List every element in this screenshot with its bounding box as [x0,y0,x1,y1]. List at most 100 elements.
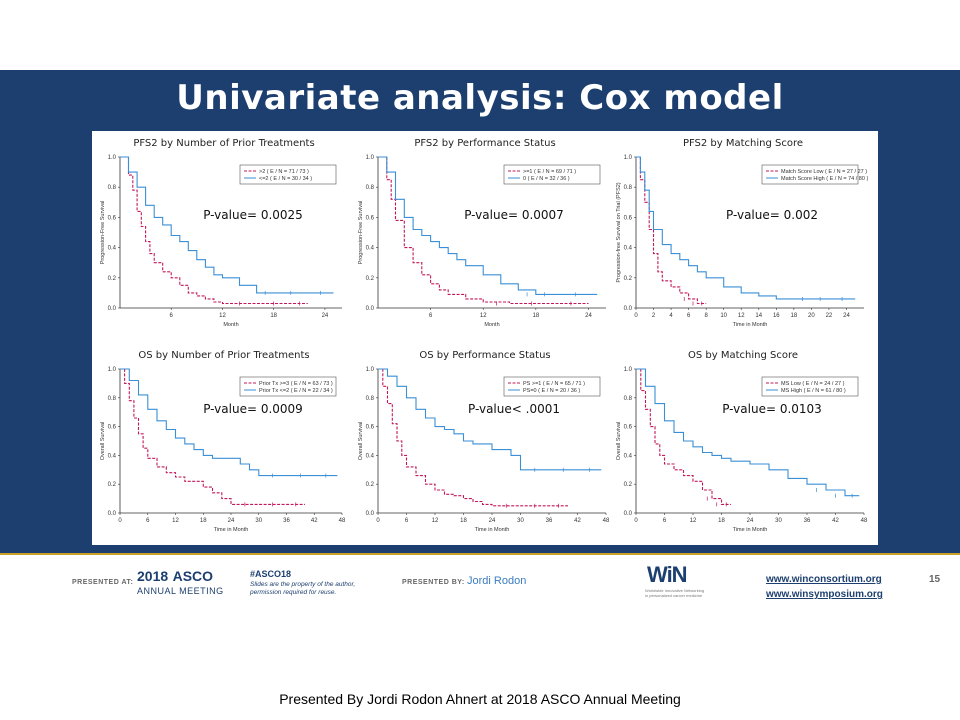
y-tick-label: 0.8 [366,185,375,191]
chart-pfs2-prior-treatments: PFS2 by Number of Prior Treatments 0.0 0.2… [98,133,350,338]
x-tick-label: 20 [808,313,815,319]
y-tick-label: 0.4 [366,246,375,252]
km-curve-dashed [378,368,568,507]
km-curve-dashed [636,156,707,305]
y-tick-label: 0.6 [366,425,375,431]
legend-entry: >=1 ( E / N = 69 / 71 ) [523,169,576,175]
asco-word: ASCO [172,568,214,584]
y-tick-label: 0.0 [366,511,375,517]
x-tick-label: 6 [170,313,174,319]
km-curve-solid [120,368,338,477]
x-tick-label: 12 [738,313,745,319]
y-tick-label: 0.2 [624,482,633,488]
win-tagline-line-2: in personalized cancer medicine [645,593,703,598]
x-tick-label: 12 [432,518,439,524]
legend-entry: Prior Tx >=3 ( E / N = 63 / 73 ) [259,381,333,387]
x-tick-label: 16 [773,313,780,319]
x-tick-label: 36 [546,518,553,524]
x-tick-label: 18 [460,518,467,524]
km-curve-solid [120,156,334,294]
x-tick-label: 18 [533,313,540,319]
x-tick-label: 42 [832,518,839,524]
x-tick-label: 0 [634,313,638,319]
chart-title: OS by Performance Status [419,350,550,361]
x-tick-label: 30 [775,518,782,524]
y-tick-label: 0.2 [366,276,375,282]
y-tick-label: 0.0 [108,306,117,312]
x-tick-label: 24 [322,313,329,319]
asco-logo: 2018 ASCO [137,568,213,586]
y-tick-label: 0.2 [624,276,633,282]
chart-os-prior-treatments: OS by Number of Prior Treatments 0.0 0.2 0.… [98,345,350,543]
legend-entry: MS High ( E / N = 61 / 80 ) [781,388,846,394]
winsymposium-link[interactable]: www.winsymposium.org [766,589,883,600]
win-tagline-line-1: Worldwide Innovative Networking [645,588,705,593]
chart-title: PFS2 by Number of Prior Treatments [133,138,314,149]
x-tick-label: 48 [339,518,346,524]
chart-panel: PFS2 by Number of Prior Treatments 0.0 0.2… [92,131,878,545]
x-tick-label: 10 [720,313,727,319]
x-tick-label: 4 [669,313,673,319]
x-tick-label: 18 [791,313,798,319]
legend-entry: PS=0 ( E / N = 20 / 36 ) [523,388,580,394]
presented-by-label: PRESENTED BY: [402,579,465,586]
asco-year: 2018 [137,568,169,584]
win-tagline: Worldwide Innovative Networking in perso… [645,588,704,598]
y-tick-label: 0.8 [108,396,117,402]
x-tick-label: 2 [652,313,656,319]
x-tick-label: 36 [804,518,811,524]
x-tick-label: 42 [574,518,581,524]
x-tick-label: 0 [634,518,638,524]
x-tick-label: 0 [376,518,380,524]
x-tick-label: 12 [690,518,697,524]
x-tick-label: 0 [118,518,122,524]
legend-box [503,164,601,185]
presenter-name: Jordi Rodon [467,575,527,587]
p-value-annotation: P-value= 0.0009 [203,402,303,416]
chart-pfs2-matching-score: PFS2 by Matching Score 0.0 0.2 0.4 0.6 0.8 1.0… [614,133,872,338]
p-value-annotation: P-value= 0.0025 [203,208,303,222]
y-tick-label: 1.0 [108,155,117,161]
y-axis-label: Overall Survival [358,422,364,461]
winconsortium-link[interactable]: www.winconsortium.org [766,574,882,585]
chart-title: OS by Number of Prior Treatments [138,350,309,361]
y-tick-label: 0.6 [366,215,375,221]
slides-note-line-1: Slides are the property of the author, [250,581,356,588]
y-tick-label: 0.4 [366,453,375,459]
x-tick-label: 18 [718,518,725,524]
chart-os-performance-status: OS by Performance Status 0.0 0.2 0.4 0.6 0.8 1… [356,345,614,543]
hashtag: #ASCO18 [250,569,292,579]
y-axis-label: Progression-Free Survival [358,201,364,265]
x-tick-label: 24 [585,313,592,319]
p-value-annotation: P-value= 0.002 [726,208,818,222]
legend-entry: Match Score High ( E / N = 74 / 80 ) [781,176,868,182]
legend-box [239,164,337,185]
y-tick-label: 0.2 [108,482,117,488]
x-tick-label: 6 [687,313,691,319]
slides-note-line-2: permission required for reuse. [250,589,337,596]
legend-box [761,376,859,397]
legend-entry: <=2 ( E / N = 30 / 34 ) [259,176,312,182]
y-axis-label: Progression-Free Survival [100,201,106,265]
x-tick-label: 24 [843,313,850,319]
presentation-caption: Presented By Jordi Rodon Ahnert at 2018 … [279,691,681,707]
x-tick-label: 30 [517,518,524,524]
slide-title: Univariate analysis: Cox model [176,78,784,118]
x-tick-label: 30 [255,518,262,524]
y-axis-label: Progression-free Survival on Trial (PFS2… [616,182,622,282]
x-tick-label: 8 [704,313,708,319]
x-tick-label: 36 [283,518,290,524]
x-tick-label: 42 [311,518,318,524]
y-tick-label: 0.4 [624,246,633,252]
x-tick-label: 48 [861,518,868,524]
chart-title: OS by Matching Score [688,350,798,361]
y-tick-label: 0.2 [366,482,375,488]
x-axis-label: Month [223,322,238,328]
y-tick-label: 0.0 [108,511,117,517]
x-tick-label: 24 [489,518,496,524]
x-tick-label: 48 [603,518,610,524]
x-axis-label: Time in Month [733,527,768,533]
y-tick-label: 0.0 [624,511,633,517]
presented-at-label: PRESENTED AT: [72,579,134,586]
km-curve-solid [378,156,598,295]
